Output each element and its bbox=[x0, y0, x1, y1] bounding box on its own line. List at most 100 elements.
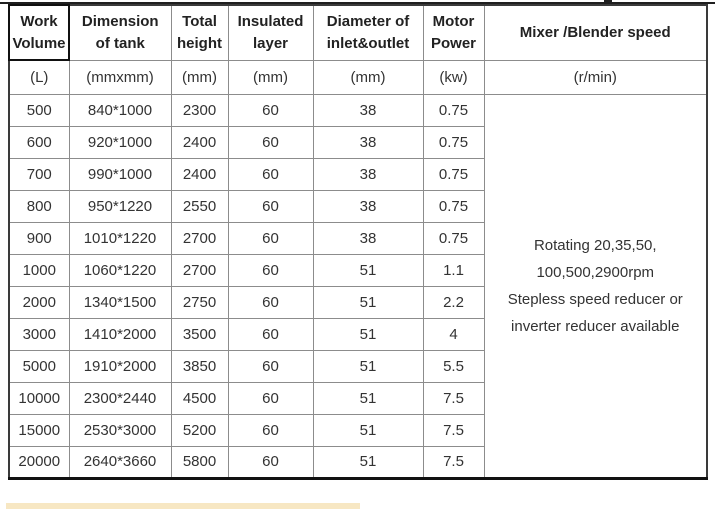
cell-work-volume: 5000 bbox=[8, 349, 70, 383]
cell-total-height: 2400 bbox=[170, 125, 229, 159]
table-row: 10000 2300*2440 4500 60 51 7.5 bbox=[8, 381, 707, 415]
table-row: 500 840*1000 2300 60 38 0.75 Rotating 20… bbox=[8, 93, 708, 479]
cell-total-height: 4500 bbox=[170, 381, 229, 415]
cell-diameter: 51 bbox=[312, 381, 424, 415]
cell-work-volume: 900 bbox=[8, 221, 70, 255]
cropped-text-fragment bbox=[604, 0, 612, 2]
cell-total-height: 2750 bbox=[170, 285, 229, 319]
cell-dimension: 1910*2000 bbox=[68, 349, 172, 383]
unit-dimension: (mmxmm) bbox=[68, 59, 172, 95]
unit-insulated-layer: (mm) bbox=[227, 59, 314, 95]
cell-diameter: 51 bbox=[312, 413, 424, 447]
cell-work-volume: 700 bbox=[8, 157, 70, 191]
tank-specification-table: Work Volume Dimension of tank Total heig… bbox=[8, 4, 708, 480]
cell-insulated-layer: 60 bbox=[227, 413, 314, 447]
table-row: 3000 1410*2000 3500 60 51 4 bbox=[8, 317, 707, 351]
cell-insulated-layer: 60 bbox=[227, 93, 314, 127]
cell-diameter: 38 bbox=[312, 125, 424, 159]
table-units-row: (L) (mmxmm) (mm) (mm) (mm) (kw) (r/min) bbox=[8, 59, 708, 95]
cell-work-volume: 600 bbox=[8, 125, 70, 159]
cell-diameter: 38 bbox=[312, 157, 424, 191]
cell-dimension: 1060*1220 bbox=[68, 253, 172, 287]
cell-dimension: 2640*3660 bbox=[68, 445, 172, 479]
cell-dimension: 990*1000 bbox=[68, 157, 172, 191]
cell-motor-power: 1.1 bbox=[422, 253, 485, 287]
cell-work-volume: 2000 bbox=[8, 285, 70, 319]
cell-insulated-layer: 60 bbox=[227, 317, 314, 351]
cell-dimension: 2530*3000 bbox=[68, 413, 172, 447]
cell-diameter: 51 bbox=[312, 317, 424, 351]
unit-mixer-speed: (r/min) bbox=[483, 59, 708, 95]
cell-motor-power: 0.75 bbox=[422, 157, 485, 191]
col-header-work-volume: Work Volume bbox=[8, 4, 70, 61]
cell-diameter: 51 bbox=[312, 349, 424, 383]
cell-motor-power: 0.75 bbox=[422, 221, 485, 255]
cell-diameter: 38 bbox=[312, 93, 424, 127]
cell-work-volume: 10000 bbox=[8, 381, 70, 415]
table-row: 2000 1340*1500 2750 60 51 2.2 bbox=[8, 285, 707, 319]
cell-total-height: 2400 bbox=[170, 157, 229, 191]
cell-insulated-layer: 60 bbox=[227, 221, 314, 255]
cell-motor-power: 0.75 bbox=[422, 189, 485, 223]
cell-total-height: 2700 bbox=[170, 253, 229, 287]
cell-total-height: 2300 bbox=[170, 93, 229, 127]
cell-dimension: 1340*1500 bbox=[68, 285, 172, 319]
cell-insulated-layer: 60 bbox=[227, 285, 314, 319]
cell-diameter: 38 bbox=[312, 221, 424, 255]
cell-total-height: 5800 bbox=[170, 445, 229, 479]
cell-total-height: 2700 bbox=[170, 221, 229, 255]
note-line: 100,500,2900rpm bbox=[536, 263, 655, 281]
cell-diameter: 51 bbox=[312, 445, 424, 479]
cell-dimension: 2300*2440 bbox=[68, 381, 172, 415]
col-header-total-height: Total height bbox=[170, 4, 229, 61]
cell-work-volume: 3000 bbox=[8, 317, 70, 351]
cell-motor-power: 4 bbox=[422, 317, 485, 351]
mixer-speed-note-cell: Rotating 20,35,50, 100,500,2900rpm Stepl… bbox=[483, 93, 708, 479]
cell-insulated-layer: 60 bbox=[227, 125, 314, 159]
cell-motor-power: 7.5 bbox=[422, 413, 485, 447]
cell-total-height: 2550 bbox=[170, 189, 229, 223]
cell-motor-power: 5.5 bbox=[422, 349, 485, 383]
col-header-motor-power: Motor Power bbox=[422, 4, 485, 61]
cell-dimension: 840*1000 bbox=[68, 93, 172, 127]
col-header-mixer-speed: Mixer /Blender speed bbox=[483, 4, 708, 61]
cell-diameter: 51 bbox=[312, 285, 424, 319]
note-line: Stepless speed reducer or bbox=[507, 290, 683, 308]
note-line: Rotating 20,35,50, bbox=[533, 236, 657, 254]
cell-dimension: 1010*1220 bbox=[68, 221, 172, 255]
cell-dimension: 1410*2000 bbox=[68, 317, 172, 351]
cell-work-volume: 20000 bbox=[8, 445, 70, 479]
cell-motor-power: 0.75 bbox=[422, 125, 485, 159]
table-row: 5000 1910*2000 3850 60 51 5.5 bbox=[8, 349, 707, 383]
table-row: 1000 1060*1220 2700 60 51 1.1 bbox=[8, 253, 707, 287]
cell-work-volume: 500 bbox=[8, 93, 70, 127]
unit-diameter: (mm) bbox=[312, 59, 424, 95]
cell-motor-power: 0.75 bbox=[422, 93, 485, 127]
cell-dimension: 950*1220 bbox=[68, 189, 172, 223]
cell-diameter: 51 bbox=[312, 253, 424, 287]
col-header-diameter: Diameter of inlet&outlet bbox=[312, 4, 424, 61]
cell-insulated-layer: 60 bbox=[227, 381, 314, 415]
cell-total-height: 3500 bbox=[170, 317, 229, 351]
unit-work-volume: (L) bbox=[8, 59, 70, 95]
cell-insulated-layer: 60 bbox=[227, 253, 314, 287]
unit-motor-power: (kw) bbox=[422, 59, 485, 95]
table-row: 900 1010*1220 2700 60 38 0.75 bbox=[8, 221, 707, 255]
table-header-row: Work Volume Dimension of tank Total heig… bbox=[8, 4, 708, 61]
cell-insulated-layer: 60 bbox=[227, 349, 314, 383]
cell-total-height: 3850 bbox=[170, 349, 229, 383]
table-row: 700 990*1000 2400 60 38 0.75 bbox=[8, 157, 707, 191]
table-row: 600 920*1000 2400 60 38 0.75 bbox=[8, 125, 707, 159]
table-row: 15000 2530*3000 5200 60 51 7.5 bbox=[8, 413, 707, 447]
cell-diameter: 38 bbox=[312, 189, 424, 223]
table-row: 20000 2640*3660 5800 60 51 7.5 bbox=[8, 445, 707, 479]
cropped-highlight-strip bbox=[6, 503, 360, 509]
cell-insulated-layer: 60 bbox=[227, 189, 314, 223]
note-line: inverter reducer available bbox=[511, 317, 680, 335]
col-header-insulated-layer: Insulated layer bbox=[227, 4, 314, 61]
cell-motor-power: 2.2 bbox=[422, 285, 485, 319]
cell-motor-power: 7.5 bbox=[422, 381, 485, 415]
unit-total-height: (mm) bbox=[170, 59, 229, 95]
cropped-top-edge-line bbox=[0, 2, 715, 4]
cell-work-volume: 1000 bbox=[8, 253, 70, 287]
